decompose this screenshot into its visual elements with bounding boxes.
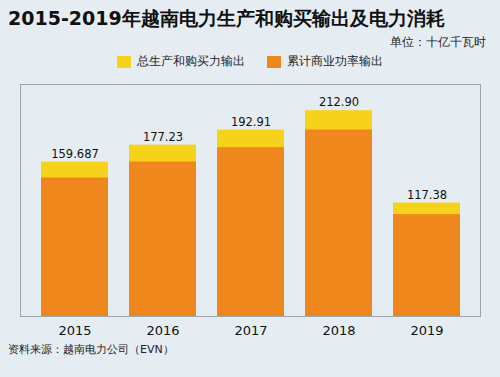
svg-text:117.38: 117.38 [407,188,447,202]
svg-text:2018: 2018 [322,323,355,338]
html-text:总生产和购买力输出: 总生产和购买力输出 [137,54,245,68]
html-text:单位：十亿千瓦时: 单位：十亿千瓦时 [390,35,486,49]
svg-text:159.687: 159.687 [51,147,99,161]
svg-text:2017: 2017 [234,323,267,338]
svg-text:2015: 2015 [58,323,91,338]
svg-text:192.91: 192.91 [231,115,271,129]
svg-text:2019: 2019 [410,323,443,338]
svg-text:212.90: 212.90 [319,95,359,109]
svg-text:2016: 2016 [146,323,179,338]
svg-text:177.23: 177.23 [143,130,183,144]
html-text:累计商业功率输出: 累计商业功率输出 [287,54,383,68]
html-text:2015-2019年越南电力生产和购买输出及电力消耗: 2015-2019年越南电力生产和购买输出及电力消耗 [8,7,445,29]
html-text:资料来源：越南电力公司（EVN）: 资料来源：越南电力公司（EVN） [8,343,174,356]
